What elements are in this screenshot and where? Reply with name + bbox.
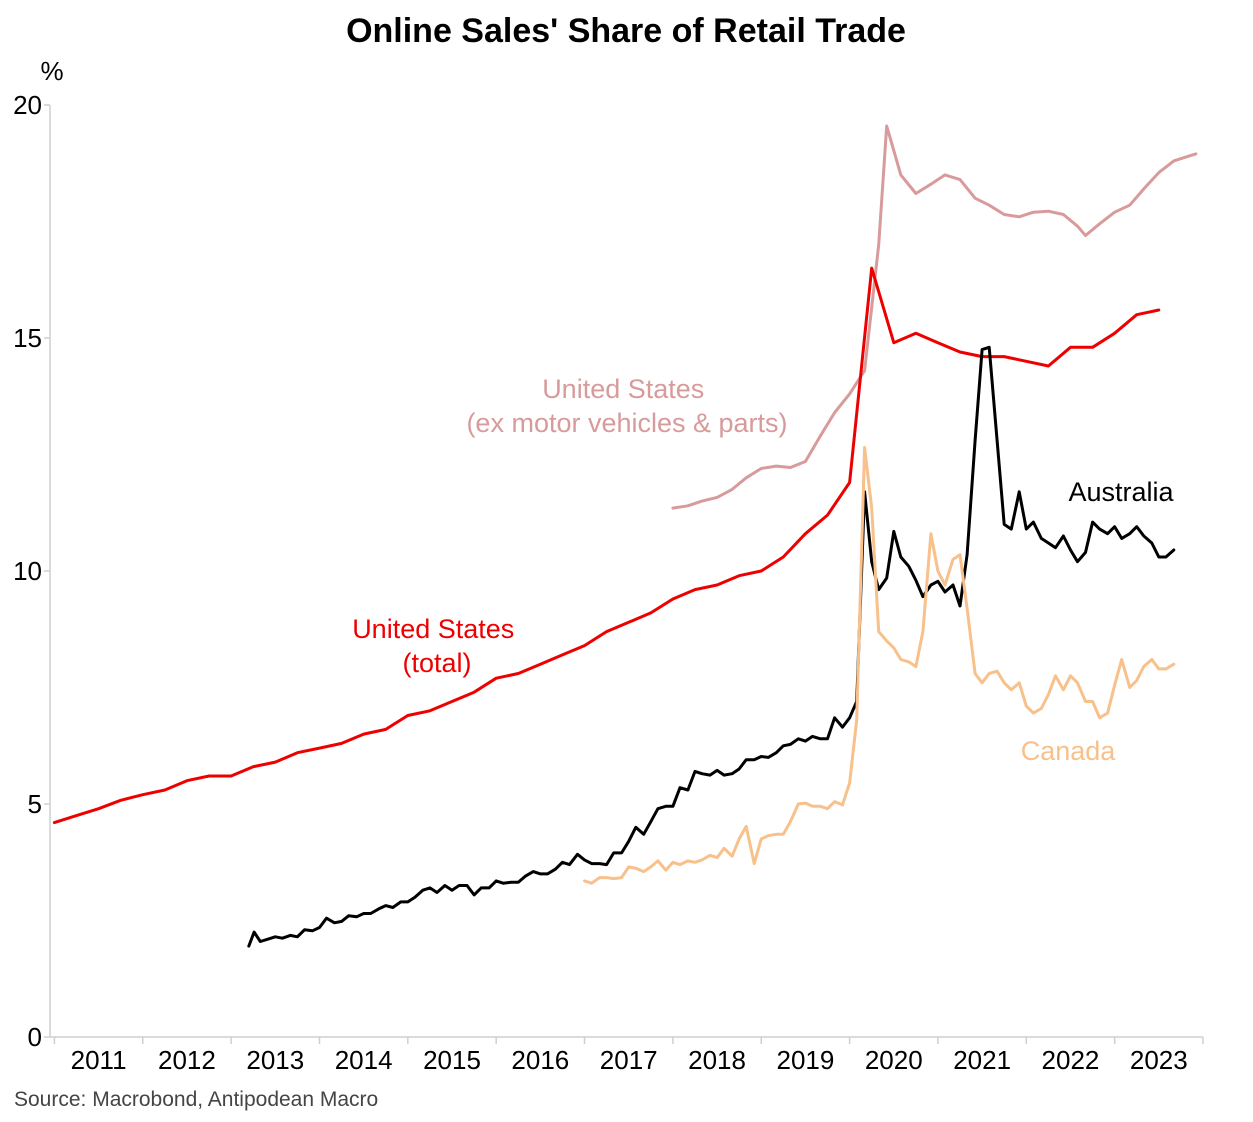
- source-note: Source: Macrobond, Antipodean Macro: [14, 1088, 378, 1111]
- series-line-us-ex: [671, 124, 1198, 510]
- y-tick-label: 0: [28, 1022, 42, 1052]
- series-label-us-total: United States (total): [352, 614, 522, 678]
- series-label-us-ex-line-2: (ex motor vehicles & parts): [466, 408, 787, 438]
- y-tick-label: 10: [13, 556, 42, 586]
- series-layer: [52, 124, 1198, 948]
- x-tick-label: 2016: [511, 1045, 569, 1075]
- series-labels: United States (ex motor vehicles & parts…: [352, 374, 1174, 766]
- x-tick-label: 2017: [600, 1045, 658, 1075]
- x-tick-label: 2015: [423, 1045, 481, 1075]
- y-tick-label: 20: [13, 90, 42, 120]
- series-line-australia: [247, 345, 1176, 948]
- series-label-australia: Australia: [1068, 477, 1174, 507]
- x-tick-label: 2012: [158, 1045, 216, 1075]
- series-label-canada: Canada: [1021, 736, 1117, 766]
- series-line-canada: [583, 446, 1176, 885]
- x-tick-label: 2019: [776, 1045, 834, 1075]
- series-label-us-total-line-1: United States: [352, 614, 514, 644]
- x-axis: 2011 2012 2013 2014 2015 2016 2017 2018 2019 2020…: [50, 1036, 1204, 1075]
- x-tick-label: 2022: [1042, 1045, 1100, 1075]
- chart-title: Online Sales' Share of Retail Trade: [346, 12, 906, 50]
- y-tick-label: 15: [13, 323, 42, 353]
- series-label-us-ex-line-1: United States: [542, 374, 704, 404]
- series-label-us-ex: United States (ex motor vehicles & parts…: [466, 374, 787, 438]
- x-tick-label: 2013: [246, 1045, 304, 1075]
- x-tick-label: 2018: [688, 1045, 746, 1075]
- series-line-us-total: [52, 266, 1161, 825]
- x-tick-label: 2021: [953, 1045, 1011, 1075]
- x-tick-label: 2011: [71, 1045, 127, 1075]
- y-axis-unit-label: %: [40, 56, 63, 86]
- x-tick-label: 2020: [865, 1045, 923, 1075]
- x-tick-label: 2023: [1130, 1045, 1188, 1075]
- y-axis: 0 5 10 15 20: [13, 90, 51, 1052]
- x-tick-label: 2014: [335, 1045, 393, 1075]
- y-tick-label: 5: [28, 789, 42, 819]
- series-label-us-total-line-2: (total): [402, 648, 471, 678]
